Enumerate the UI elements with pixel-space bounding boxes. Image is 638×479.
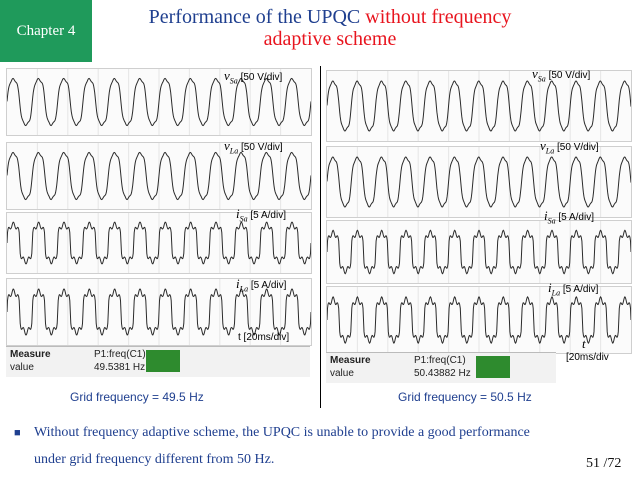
right-waveform-ila (327, 287, 631, 353)
waveform-trace (327, 156, 631, 208)
right-label-isa: iSa [5 A/div] (544, 208, 594, 226)
note-line-2: under grid frequency different from 50 H… (34, 452, 275, 467)
title-highlight-2: adaptive scheme (263, 28, 397, 50)
right-time-symbol: t (582, 336, 586, 351)
right-scale-isa: [5 A/div] (558, 212, 594, 223)
right-freq-reading: 50.43882 Hz (414, 368, 471, 379)
left-param-label: P1:freq(C1) (94, 349, 146, 360)
left-waveform-vsa (7, 69, 311, 135)
right-param-label: P1:freq(C1) (414, 355, 466, 366)
left-freq-reading: 49.5381 Hz (94, 362, 146, 373)
waveform-trace (327, 296, 631, 344)
left-scale-vla: [50 V/div] (241, 142, 283, 153)
right-scale-vsa: [50 V/div] (548, 70, 591, 81)
left-label-vla: vLa [50 V/div] (224, 138, 283, 156)
right-status-indicator (476, 356, 510, 378)
bullet-square-icon: ■ (14, 427, 21, 439)
waveform-trace (7, 151, 311, 201)
left-waveform-ila (7, 279, 311, 345)
chapter-badge: Chapter 4 (0, 0, 92, 62)
right-grid-frequency: Grid frequency = 50.5 Hz (398, 390, 532, 404)
left-oscilloscope-panel: vSa [50 V/div] vLa [50 V/div] iSa [5 A/d… (6, 66, 312, 377)
waveform-trace (7, 288, 311, 336)
right-measure-label: Measure (330, 355, 371, 366)
left-scale-vsa: [50 V/div] (240, 72, 283, 83)
right-value-label: value (330, 368, 354, 379)
left-scale-isa: [5 A/div] (250, 210, 286, 221)
right-label-ila: iLa [5 A/div] (548, 280, 598, 298)
left-measure-label: Measure (10, 349, 51, 360)
left-trace-vla (6, 142, 312, 210)
left-time-label: t [20ms/div] (238, 332, 290, 343)
slide-title: Performance of the UPQC without frequenc… (100, 6, 560, 50)
left-value-label: value (10, 362, 34, 373)
right-scale-vla: [50 V/div] (557, 142, 599, 153)
right-time-scale: [20ms/div (566, 352, 609, 363)
panel-divider (320, 66, 321, 408)
left-status-indicator (146, 350, 180, 372)
left-label-ila: iLa [5 A/div] (236, 276, 286, 294)
waveform-trace (7, 77, 311, 127)
left-waveform-isa (7, 213, 311, 273)
left-symbol-ila: iLa (236, 276, 249, 294)
left-trace-ila (6, 278, 312, 346)
title-main: Performance of the UPQC (148, 6, 366, 28)
right-symbol-vla: vLa (540, 138, 555, 156)
chapter-label: Chapter 4 (16, 22, 76, 39)
left-symbol-vsa: vSa (224, 68, 238, 86)
right-label-vsa: vSa [50 V/div] (532, 66, 590, 84)
left-measure-bar: Measure value P1:freq(C1) 49.5381 Hz (6, 346, 310, 377)
right-measure-bar: Measure value P1:freq(C1) 50.43882 Hz (326, 352, 556, 383)
right-trace-isa (326, 220, 632, 284)
left-waveform-vla (7, 143, 311, 209)
left-label-isa: iSa [5 A/div] (236, 206, 286, 224)
note-line-1: Without frequency adaptive scheme, the U… (34, 425, 530, 440)
title-highlight-1: without frequency (365, 6, 512, 28)
waveform-trace (327, 80, 631, 132)
right-symbol-vsa: vSa (532, 66, 546, 84)
right-symbol-ila: iLa (548, 280, 561, 298)
left-trace-vsa (6, 68, 312, 136)
left-trace-isa (6, 212, 312, 274)
left-symbol-isa: iSa (236, 206, 248, 224)
waveform-trace (7, 221, 311, 265)
left-symbol-vla: vLa (224, 138, 239, 156)
right-trace-vla (326, 146, 632, 218)
page-number: 51 /72 (586, 456, 622, 471)
right-oscilloscope-panel: vSa [50 V/div] vLa [50 V/div] iSa [5 A/d… (326, 66, 632, 383)
right-waveform-vla (327, 147, 631, 217)
waveform-trace (327, 229, 631, 275)
right-symbol-isa: iSa (544, 208, 556, 226)
right-waveform-vsa (327, 71, 631, 141)
left-grid-frequency: Grid frequency = 49.5 Hz (70, 390, 204, 404)
right-waveform-isa (327, 221, 631, 283)
right-label-vla: vLa [50 V/div] (540, 138, 599, 156)
header-bar (0, 0, 638, 62)
left-label-vsa: vSa [50 V/div] (224, 68, 282, 86)
right-trace-vsa (326, 70, 632, 142)
right-scale-ila: [5 A/div] (562, 284, 599, 295)
left-scale-ila: [5 A/div] (250, 280, 287, 291)
